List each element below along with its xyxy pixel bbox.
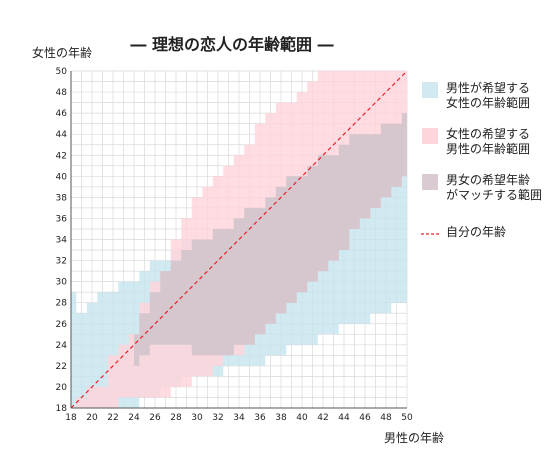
legend-label: 女性の希望する <box>446 126 530 141</box>
y-tick-label: 18 <box>56 404 68 414</box>
y-axis-label: 女性の年齢 <box>32 45 92 60</box>
y-tick-label: 36 <box>56 214 68 224</box>
legend-label: 男性の年齢範囲 <box>446 141 530 156</box>
legend-label: 女性の年齢範囲 <box>446 95 530 110</box>
y-tick-label: 20 <box>56 383 68 393</box>
y-tick-label: 28 <box>56 299 68 309</box>
y-tick-label: 38 <box>56 193 68 203</box>
y-tick-label: 32 <box>56 257 67 267</box>
range-areas <box>71 71 407 408</box>
legend-label: 自分の年齢 <box>446 224 506 239</box>
x-tick-label: 24 <box>128 413 140 423</box>
x-axis-label: 男性の年齢 <box>384 430 444 445</box>
y-tick-label: 50 <box>56 67 68 77</box>
x-tick-label: 46 <box>359 413 371 423</box>
self-age-line <box>70 70 408 409</box>
x-tick-label: 20 <box>86 413 98 423</box>
x-tick-label: 26 <box>149 413 161 423</box>
x-tick-label: 48 <box>380 413 392 423</box>
x-tick-label: 38 <box>275 413 287 423</box>
x-tick-label: 42 <box>317 413 328 423</box>
y-tick-label: 22 <box>56 362 67 372</box>
overlap-range-area <box>134 113 407 366</box>
x-tick-label: 22 <box>107 413 118 423</box>
y-tick-label: 44 <box>56 130 68 140</box>
x-tick-label: 32 <box>212 413 223 423</box>
legend-swatch <box>422 128 438 144</box>
y-tick-label: 48 <box>56 88 68 98</box>
legend-label: 男性が希望する <box>446 80 530 95</box>
axes <box>70 71 407 409</box>
y-tick-label: 34 <box>56 236 68 246</box>
x-tick-label: 36 <box>254 413 266 423</box>
legend-label: 男女の希望年齢 <box>446 172 530 187</box>
x-tick-label: 30 <box>191 413 203 423</box>
legend-swatch <box>422 174 438 190</box>
tick-labels: 18 20 22 24 26 28 30 32 34 36 38 40 42 44 46 48 50 18 20 22… <box>56 67 413 423</box>
legend-swatch <box>422 82 438 98</box>
chart-title: ― 理想の恋人の年齢範囲 ― <box>130 35 333 54</box>
y-tick-label: 26 <box>56 320 68 330</box>
legend: 男性が希望する女性の年齢範囲女性の希望する男性の年齢範囲男女の希望年齢がマッチす… <box>421 80 542 239</box>
legend-label: がマッチする範囲 <box>446 187 542 202</box>
y-tick-label: 42 <box>56 151 67 161</box>
x-tick-label: 44 <box>338 413 350 423</box>
x-tick-label: 28 <box>170 413 182 423</box>
y-tick-label: 46 <box>56 109 68 119</box>
x-tick-label: 18 <box>65 413 77 423</box>
x-tick-label: 34 <box>233 413 245 423</box>
self-age-line-group <box>70 70 408 409</box>
y-tick-label: 30 <box>56 278 68 288</box>
x-tick-label: 50 <box>401 413 413 423</box>
x-tick-label: 40 <box>296 413 308 423</box>
y-tick-label: 24 <box>56 341 68 351</box>
y-tick-label: 40 <box>56 172 68 182</box>
